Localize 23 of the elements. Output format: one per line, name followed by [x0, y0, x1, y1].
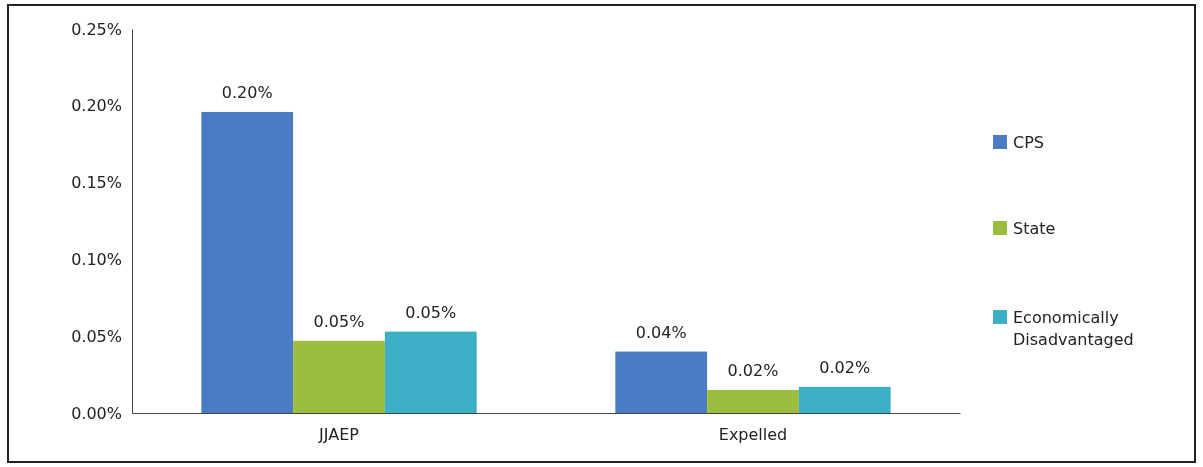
bar: [384, 331, 477, 413]
legend-label: CPS: [1013, 133, 1044, 152]
y-tick-label: 0.00%: [71, 403, 122, 423]
data-label: 0.02%: [727, 360, 779, 380]
x-tick-label: JJAEP: [318, 425, 360, 445]
legend-label: State: [1013, 219, 1056, 238]
bar: [293, 340, 385, 413]
y-tick-label: 0.25%: [71, 19, 122, 39]
y-tick-label: 0.10%: [71, 250, 122, 270]
y-tick-label: 0.05%: [71, 326, 122, 346]
data-label: 0.05%: [405, 302, 457, 322]
y-tick-label: 0.20%: [71, 96, 122, 116]
bar: [615, 351, 708, 413]
data-label: 0.02%: [819, 357, 871, 377]
data-label: 0.04%: [635, 322, 687, 342]
bar: [201, 111, 294, 413]
y-tick-label: 0.15%: [71, 173, 122, 193]
bar: [798, 386, 891, 413]
legend-label: Economically Disadvantaged: [1013, 308, 1134, 349]
data-label: 0.05%: [313, 311, 365, 331]
bar: [707, 389, 799, 413]
data-label: 0.20%: [221, 82, 273, 102]
x-tick-label: Expelled: [718, 425, 788, 445]
